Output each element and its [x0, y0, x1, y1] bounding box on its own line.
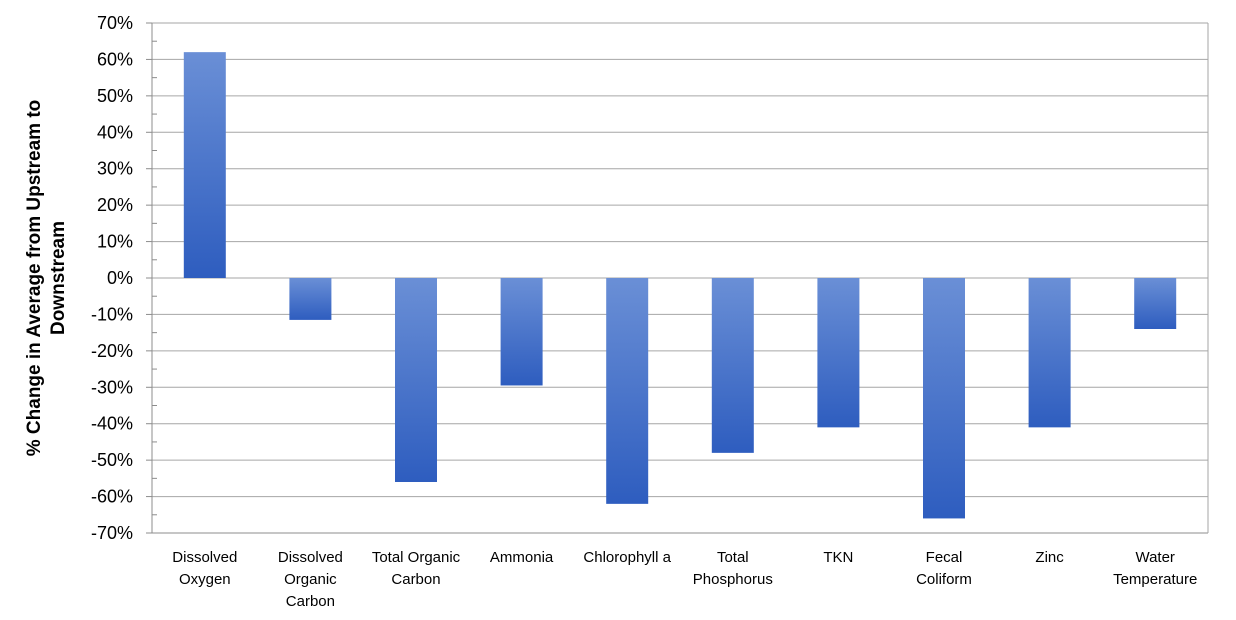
y-tick-label: -10%: [91, 304, 133, 324]
y-tick-label: 70%: [97, 13, 133, 33]
y-tick-label: -20%: [91, 341, 133, 361]
y-tick-label: 0%: [107, 268, 133, 288]
bar: [395, 278, 437, 482]
bar: [606, 278, 649, 504]
x-category-label: Zinc: [1035, 549, 1064, 566]
gridlines: [152, 22, 1208, 534]
x-category-label: Water Temperature: [1113, 549, 1197, 588]
y-tick-label: 40%: [97, 122, 133, 142]
y-tick-label: -30%: [91, 377, 133, 397]
y-tick-label: -40%: [91, 414, 133, 434]
bar: [183, 52, 226, 279]
x-category-label: Total Phosphorus: [693, 549, 773, 588]
y-tick-label: 30%: [97, 159, 133, 179]
x-category-label: Dissolved Organic Carbon: [278, 549, 343, 610]
y-tick-label: -50%: [91, 450, 133, 470]
bar: [923, 278, 965, 519]
axes: [146, 22, 1209, 534]
y-tick-label: 60%: [97, 49, 133, 69]
bar: [500, 278, 543, 386]
bar: [711, 278, 754, 453]
x-category-label: Total Organic Carbon: [372, 549, 461, 588]
bar: [817, 278, 860, 428]
y-tick-label: 50%: [97, 86, 133, 106]
x-category-label: TKN: [823, 549, 853, 566]
y-tick-labels: 70% 60% 50% 40% 30% 20% 10% 0% -10% -20% -30% -40% -…: [91, 13, 133, 543]
y-tick-label: -60%: [91, 487, 133, 507]
y-tick-label: 20%: [97, 195, 133, 215]
bar: [1134, 278, 1177, 329]
bars: [183, 52, 1177, 519]
x-category-label: Dissolved Oxygen: [172, 549, 237, 588]
y-tick-label: -70%: [91, 523, 133, 543]
x-category-labels: Dissolved Oxygen Dissolved Organic Carbon Tot…: [172, 549, 1197, 610]
x-category-label: Ammonia: [490, 549, 554, 566]
bar: [289, 278, 332, 320]
y-axis-label: % Change in Average from Upstream to Down…: [24, 100, 69, 457]
x-category-label: Fecal Coliform: [916, 549, 972, 588]
bar: [1028, 278, 1071, 428]
x-category-label: Chlorophyll a: [583, 549, 671, 566]
y-tick-label: 10%: [97, 232, 133, 252]
